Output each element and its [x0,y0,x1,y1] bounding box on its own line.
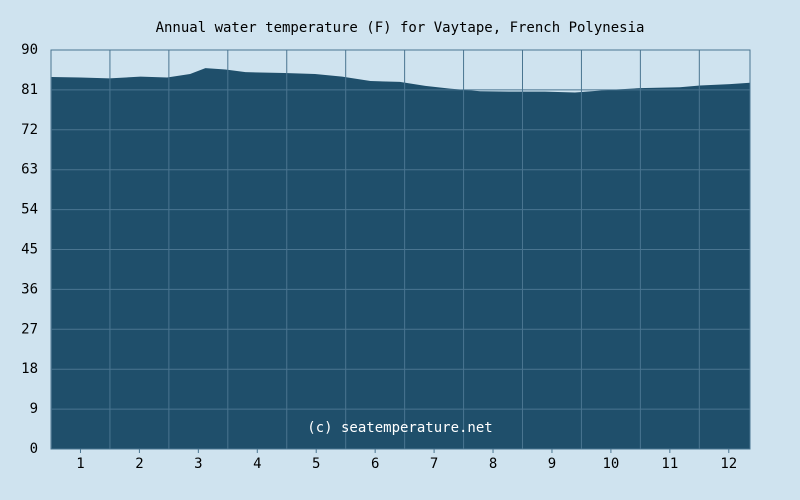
x-tick-label: 7 [430,456,438,472]
y-tick-label: 54 [21,202,38,218]
x-tick-label: 2 [135,456,143,472]
plot-frame [50,49,751,450]
y-tick-label: 63 [21,162,38,178]
y-tick-label: 72 [21,122,38,138]
y-tick-label: 45 [21,242,38,258]
y-tick-label: 0 [30,441,38,457]
y-tick-label: 18 [21,361,38,377]
y-tick-label: 36 [21,281,38,297]
y-tick-label: 90 [21,42,38,58]
watermark: (c) seatemperature.net [307,420,492,436]
y-tick-label: 27 [21,321,38,337]
y-tick-label: 9 [30,401,38,417]
x-tick-label: 10 [602,456,619,472]
x-tick-label: 3 [194,456,202,472]
area [51,68,751,449]
x-tick-label: 5 [312,456,320,472]
x-tick-label: 6 [371,456,379,472]
x-tick-label: 11 [661,456,678,472]
chart-title: Annual water temperature (F) for Vaytape… [156,20,645,36]
x-tick-label: 4 [253,456,261,472]
x-tick-label: 1 [76,456,84,472]
x-tick-label: 9 [548,456,556,472]
x-tick-label: 8 [489,456,497,472]
y-tick-label: 81 [21,82,38,98]
x-tick-label: 12 [720,456,737,472]
